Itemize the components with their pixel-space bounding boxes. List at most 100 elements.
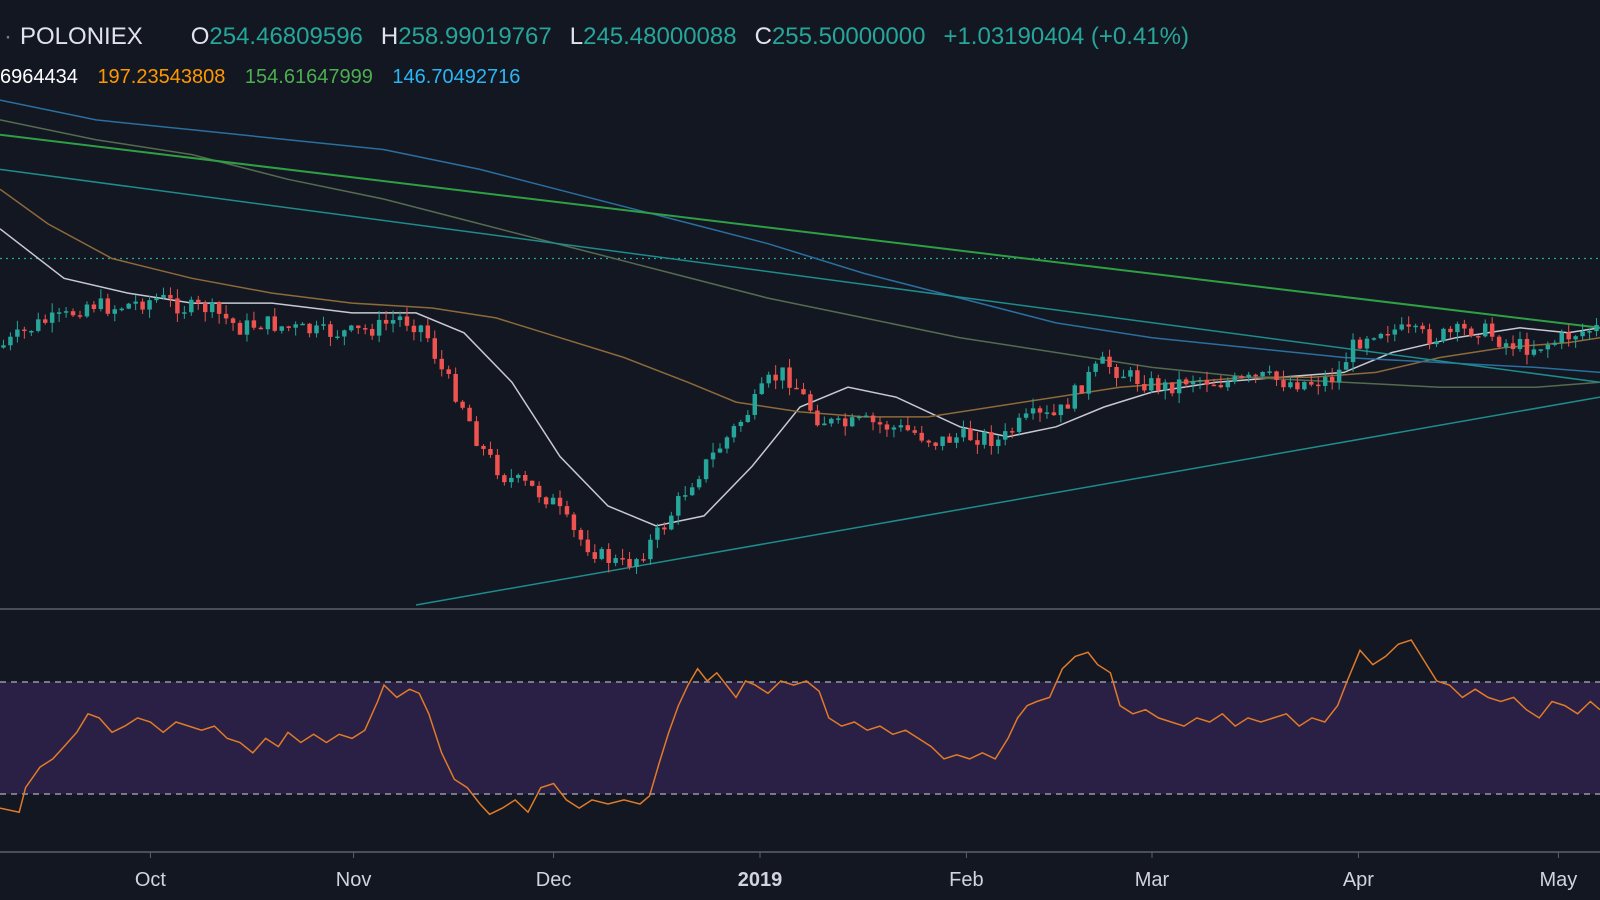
candle-body[interactable]: [202, 303, 208, 313]
candle-body[interactable]: [1225, 381, 1231, 388]
candle-body[interactable]: [627, 558, 632, 567]
candle-body[interactable]: [1204, 380, 1210, 385]
candle-body[interactable]: [1343, 362, 1349, 370]
candle-body[interactable]: [1482, 323, 1488, 337]
candle-body[interactable]: [620, 558, 625, 560]
candle-body[interactable]: [91, 304, 97, 309]
candle-body[interactable]: [432, 338, 438, 359]
candle-body[interactable]: [425, 325, 431, 339]
candle-body[interactable]: [536, 485, 542, 498]
candle-body[interactable]: [689, 487, 695, 496]
candle-body[interactable]: [1329, 377, 1335, 383]
candle-body[interactable]: [1162, 382, 1168, 391]
candle-body[interactable]: [474, 421, 479, 446]
candle-body[interactable]: [1302, 381, 1307, 390]
candle-body[interactable]: [140, 301, 145, 310]
exchange-symbol[interactable]: POLONIEX: [20, 23, 143, 50]
candle-body[interactable]: [1183, 379, 1189, 385]
candle-body[interactable]: [1176, 379, 1182, 394]
candle-body[interactable]: [738, 421, 744, 427]
candle-body[interactable]: [1336, 369, 1342, 383]
candle-body[interactable]: [105, 298, 111, 314]
candle-body[interactable]: [362, 328, 368, 330]
candle-body[interactable]: [1406, 324, 1411, 327]
candle-body[interactable]: [1009, 431, 1015, 433]
candle-body[interactable]: [1281, 380, 1286, 388]
candle-body[interactable]: [369, 328, 375, 336]
candle-body[interactable]: [1295, 382, 1300, 390]
candle-body[interactable]: [1051, 412, 1057, 416]
candle-body[interactable]: [1072, 385, 1078, 409]
candle-body[interactable]: [293, 324, 298, 328]
candle-body[interactable]: [265, 316, 271, 330]
candle-body[interactable]: [1211, 384, 1217, 387]
rsi-pane[interactable]: [0, 639, 1600, 816]
candle-body[interactable]: [1135, 370, 1140, 385]
candle-body[interactable]: [460, 401, 465, 408]
candle-body[interactable]: [1190, 381, 1196, 385]
candle-body[interactable]: [502, 475, 507, 483]
candle-body[interactable]: [1552, 342, 1558, 345]
candle-body[interactable]: [1114, 366, 1119, 378]
candle-body[interactable]: [1580, 331, 1585, 337]
candle-body[interactable]: [335, 336, 340, 339]
candle-body[interactable]: [884, 424, 890, 430]
candle-body[interactable]: [836, 418, 841, 420]
candle-body[interactable]: [1121, 376, 1126, 379]
candle-body[interactable]: [1587, 331, 1592, 333]
candle-body[interactable]: [905, 425, 911, 431]
candle-body[interactable]: [1232, 376, 1238, 382]
candle-body[interactable]: [724, 437, 730, 449]
candle-body[interactable]: [383, 319, 389, 324]
candle-body[interactable]: [467, 407, 472, 422]
candle-body[interactable]: [1462, 323, 1467, 329]
candle-body[interactable]: [1128, 370, 1133, 377]
candle-body[interactable]: [578, 530, 584, 540]
rsi-line[interactable]: [0, 639, 1600, 816]
candle-body[interactable]: [244, 320, 250, 335]
candle-body[interactable]: [1058, 404, 1064, 416]
candle-body[interactable]: [1517, 338, 1523, 350]
candle-body[interactable]: [49, 312, 55, 323]
candle-body[interactable]: [842, 418, 848, 427]
candle-body[interactable]: [891, 427, 897, 430]
candle-body[interactable]: [585, 539, 591, 553]
candle-body[interactable]: [397, 316, 403, 321]
candle-body[interactable]: [1322, 377, 1328, 386]
candle-body[interactable]: [529, 480, 535, 486]
candle-body[interactable]: [453, 373, 458, 402]
candle-body[interactable]: [571, 514, 577, 531]
candle-body[interactable]: [926, 440, 931, 443]
candle-body[interactable]: [975, 440, 980, 445]
candle-body[interactable]: [863, 415, 869, 418]
candle-body[interactable]: [1169, 382, 1175, 394]
candle-body[interactable]: [70, 311, 76, 316]
candle-body[interactable]: [376, 319, 382, 336]
candle-body[interactable]: [1371, 338, 1377, 340]
candle-body[interactable]: [404, 316, 410, 326]
candle-body[interactable]: [1107, 356, 1112, 367]
candle-body[interactable]: [1455, 323, 1460, 333]
candle-body[interactable]: [1448, 328, 1453, 333]
candle-body[interactable]: [251, 320, 257, 328]
candle-body[interactable]: [1274, 371, 1279, 381]
candle-body[interactable]: [258, 327, 264, 330]
candle-body[interactable]: [1037, 408, 1043, 413]
candle-body[interactable]: [418, 325, 424, 333]
candle-body[interactable]: [147, 300, 152, 310]
candle-body[interactable]: [516, 474, 521, 478]
candle-body[interactable]: [1350, 339, 1356, 363]
candle-body[interactable]: [56, 312, 62, 314]
candle-body[interactable]: [411, 325, 417, 333]
candle-body[interactable]: [1524, 338, 1530, 355]
candle-body[interactable]: [230, 318, 236, 323]
candle-body[interactable]: [557, 497, 563, 507]
candle-body[interactable]: [1016, 417, 1022, 432]
candle-body[interactable]: [703, 459, 709, 480]
candle-body[interactable]: [1573, 336, 1578, 340]
candle-body[interactable]: [175, 298, 180, 314]
candle-body[interactable]: [84, 304, 90, 317]
candle-body[interactable]: [1197, 380, 1203, 382]
candle-body[interactable]: [1476, 336, 1481, 338]
candle-body[interactable]: [112, 309, 118, 314]
